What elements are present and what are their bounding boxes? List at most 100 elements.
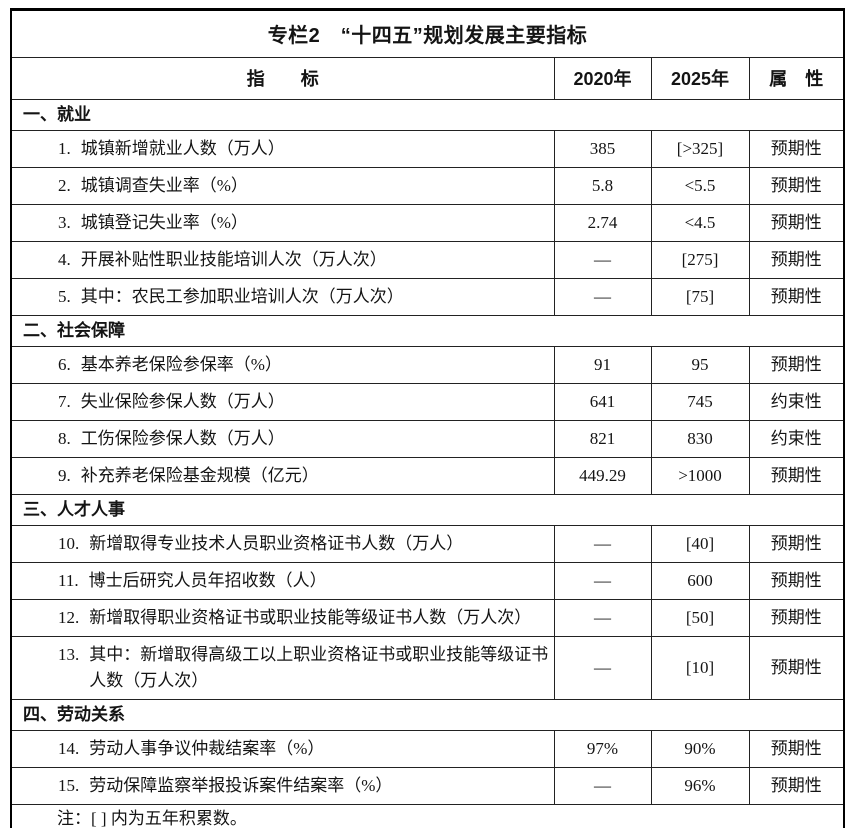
table-row: 9. 补充养老保险基金规模（亿元） 449.29 >1000 预期性 — [10, 457, 845, 495]
column-header-2025: 2025年 — [650, 57, 750, 100]
attribute-value: 预期性 — [748, 278, 845, 316]
indicator-cell: 15. 劳动保障监察举报投诉案件结案率（%） — [10, 767, 555, 805]
row-number: 6. — [58, 355, 71, 374]
value-2020: — — [553, 525, 652, 563]
indicator-wrap: 2. 城镇调查失业率（%） — [58, 173, 550, 199]
value-2025: [10] — [650, 636, 750, 700]
value-2025: 96% — [650, 767, 750, 805]
table-row: 8. 工伤保险参保人数（万人） 821 830 约束性 — [10, 420, 845, 458]
attribute-value: 预期性 — [748, 636, 845, 700]
value-2025: 600 — [650, 562, 750, 600]
indicator-label: 工伤保险参保人数（万人） — [80, 429, 285, 448]
table-row: 2. 城镇调查失业率（%） 5.8 <5.5 预期性 — [10, 167, 845, 205]
attribute-value: 预期性 — [748, 457, 845, 495]
table-row: 7. 失业保险参保人数（万人） 641 745 约束性 — [10, 383, 845, 421]
note-row: 注：[ ] 内为五年积累数。 — [10, 804, 845, 828]
indicator-wrap: 7. 失业保险参保人数（万人） — [58, 389, 550, 415]
indicator-wrap: 3. 城镇登记失业率（%） — [58, 210, 550, 236]
indicator-cell: 4. 开展补贴性职业技能培训人次（万人次） — [10, 241, 555, 279]
value-2025: >1000 — [650, 457, 750, 495]
indicator-cell: 5. 其中：农民工参加职业培训人次（万人次） — [10, 278, 555, 316]
indicator-wrap: 1. 城镇新增就业人数（万人） — [58, 136, 550, 162]
value-2020: 449.29 — [553, 457, 652, 495]
row-number: 10. — [58, 534, 80, 553]
section-heading: 一、就业 — [10, 99, 845, 131]
attribute-value: 约束性 — [748, 420, 845, 458]
indicator-cell: 7. 失业保险参保人数（万人） — [10, 383, 555, 421]
indicator-label: 基本养老保险参保率（%） — [80, 355, 282, 374]
row-number: 3. — [58, 213, 71, 232]
row-number: 2. — [58, 176, 71, 195]
table-note: 注：[ ] 内为五年积累数。 — [10, 804, 845, 828]
attribute-value: 预期性 — [748, 346, 845, 384]
table-row: 11. 博士后研究人员年招收数（人） —600 预期性 — [10, 562, 845, 600]
section-row: 三、人才人事 — [10, 494, 845, 526]
attribute-value: 预期性 — [748, 241, 845, 279]
value-2020: 821 — [553, 420, 652, 458]
value-2020: — — [553, 562, 652, 600]
indicator-label: 失业保险参保人数（万人） — [80, 392, 285, 411]
column-header-attribute: 属 性 — [748, 57, 845, 100]
table-row: 4. 开展补贴性职业技能培训人次（万人次） — [275] 预期性 — [10, 241, 845, 279]
indicator-wrap: 8. 工伤保险参保人数（万人） — [58, 426, 550, 452]
indicator-label: 劳动人事争议仲裁结案率（%） — [89, 739, 325, 758]
indicator-wrap: 5. 其中：农民工参加职业培训人次（万人次） — [58, 284, 550, 310]
value-2020: 5.8 — [553, 167, 652, 205]
indicator-wrap: 9. 补充养老保险基金规模（亿元） — [58, 463, 550, 489]
indicator-label: 开展补贴性职业技能培训人次（万人次） — [80, 250, 387, 269]
value-2025: [75] — [650, 278, 750, 316]
attribute-value: 预期性 — [748, 767, 845, 805]
attribute-value: 预期性 — [748, 130, 845, 168]
table-row: 1. 城镇新增就业人数（万人） 385 [>325] 预期性 — [10, 130, 845, 168]
value-2025: 745 — [650, 383, 750, 421]
table-row: 5. 其中：农民工参加职业培训人次（万人次） — [75] 预期性 — [10, 278, 845, 316]
indicator-wrap: 13. 其中：新增取得高级工以上职业资格证书或职业技能等级证书人数（万人次） — [58, 642, 550, 694]
attribute-value: 预期性 — [748, 562, 845, 600]
value-2020: — — [553, 599, 652, 637]
row-number: 5. — [58, 287, 71, 306]
section-heading: 四、劳动关系 — [10, 699, 845, 731]
indicators-table: 专栏2 “十四五”规划发展主要指标 指 标 2020年 2025年 属 性 一、… — [10, 8, 845, 828]
indicator-label: 城镇调查失业率（%） — [80, 176, 248, 195]
attribute-value: 预期性 — [748, 167, 845, 205]
indicator-wrap: 12. 新增取得职业资格证书或职业技能等级证书人数（万人次） — [58, 605, 550, 631]
table-row: 6. 基本养老保险参保率（%） 91 95 预期性 — [10, 346, 845, 384]
row-number: 8. — [58, 429, 71, 448]
value-2025: [275] — [650, 241, 750, 279]
section-heading: 二、社会保障 — [10, 315, 845, 347]
table-row: 14. 劳动人事争议仲裁结案率（%） 97% 90% 预期性 — [10, 730, 845, 768]
indicator-label: 补充养老保险基金规模（亿元） — [80, 466, 319, 485]
value-2020: 2.74 — [553, 204, 652, 242]
indicator-cell: 12. 新增取得职业资格证书或职业技能等级证书人数（万人次） — [10, 599, 555, 637]
attribute-value: 预期性 — [748, 599, 845, 637]
value-2025: <5.5 — [650, 167, 750, 205]
value-2020: 97% — [553, 730, 652, 768]
indicator-cell: 9. 补充养老保险基金规模（亿元） — [10, 457, 555, 495]
section-row: 四、劳动关系 — [10, 699, 845, 731]
value-2025: <4.5 — [650, 204, 750, 242]
table-title: 专栏2 “十四五”规划发展主要指标 — [10, 9, 845, 58]
indicator-cell: 14. 劳动人事争议仲裁结案率（%） — [10, 730, 555, 768]
table-body: 一、就业 1. 城镇新增就业人数（万人） 385 [>325] 预期性 2. 城镇调查失业率（… — [10, 99, 845, 828]
indicator-label: 其中：新增取得高级工以上职业资格证书或职业技能等级证书人数（万人次） — [89, 645, 549, 690]
value-2020: — — [553, 241, 652, 279]
row-number: 7. — [58, 392, 71, 411]
section-heading: 三、人才人事 — [10, 494, 845, 526]
value-2020: 385 — [553, 130, 652, 168]
column-header-indicator: 指 标 — [10, 57, 555, 100]
value-2020: — — [553, 278, 652, 316]
attribute-value: 约束性 — [748, 383, 845, 421]
indicator-cell: 2. 城镇调查失业率（%） — [10, 167, 555, 205]
indicator-cell: 1. 城镇新增就业人数（万人） — [10, 130, 555, 168]
indicator-cell: 10. 新增取得专业技术人员职业资格证书人数（万人） — [10, 525, 555, 563]
row-number: 13. — [58, 645, 80, 664]
table-row: 12. 新增取得职业资格证书或职业技能等级证书人数（万人次） — [50] 预期性 — [10, 599, 845, 637]
section-row: 二、社会保障 — [10, 315, 845, 347]
value-2020: — — [553, 636, 652, 700]
indicator-label: 新增取得职业资格证书或职业技能等级证书人数（万人次） — [89, 608, 532, 627]
value-2025: 95 — [650, 346, 750, 384]
indicator-label: 新增取得专业技术人员职业资格证书人数（万人） — [89, 534, 464, 553]
table-row: 13. 其中：新增取得高级工以上职业资格证书或职业技能等级证书人数（万人次） — [1… — [10, 636, 845, 700]
table-row: 10. 新增取得专业技术人员职业资格证书人数（万人） — [40] 预期性 — [10, 525, 845, 563]
